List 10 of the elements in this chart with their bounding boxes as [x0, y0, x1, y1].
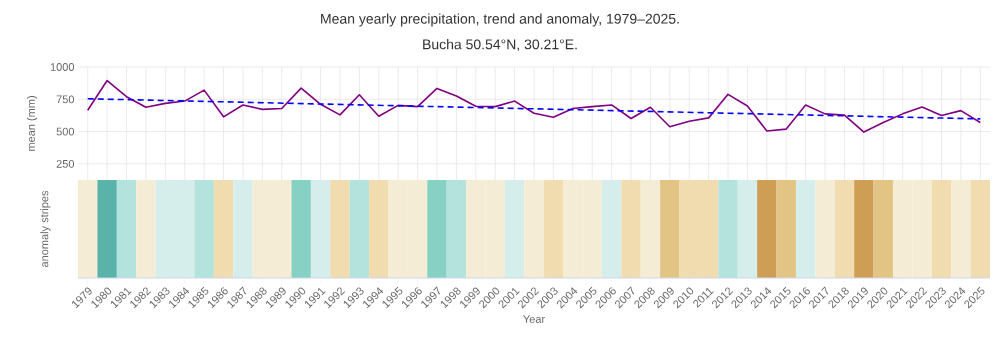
y-axis-title: mean (mm) [26, 96, 38, 151]
y-tick-label: 750 [56, 95, 75, 104]
line-series [86, 79, 982, 133]
chart-title: Mean yearly precipitation, trend and anomaly, 1979–2025. [321, 13, 679, 27]
x-axis-title: Year [523, 315, 545, 323]
y-axis-title: anomaly stripes [40, 190, 51, 268]
y-tick-label: 500 [56, 127, 75, 136]
chart-subtitle: Bucha 50.54°N, 30.21°E. [423, 39, 577, 51]
y-tick-label: 250 [56, 159, 75, 168]
y-tick-label: 1000 [50, 63, 75, 71]
